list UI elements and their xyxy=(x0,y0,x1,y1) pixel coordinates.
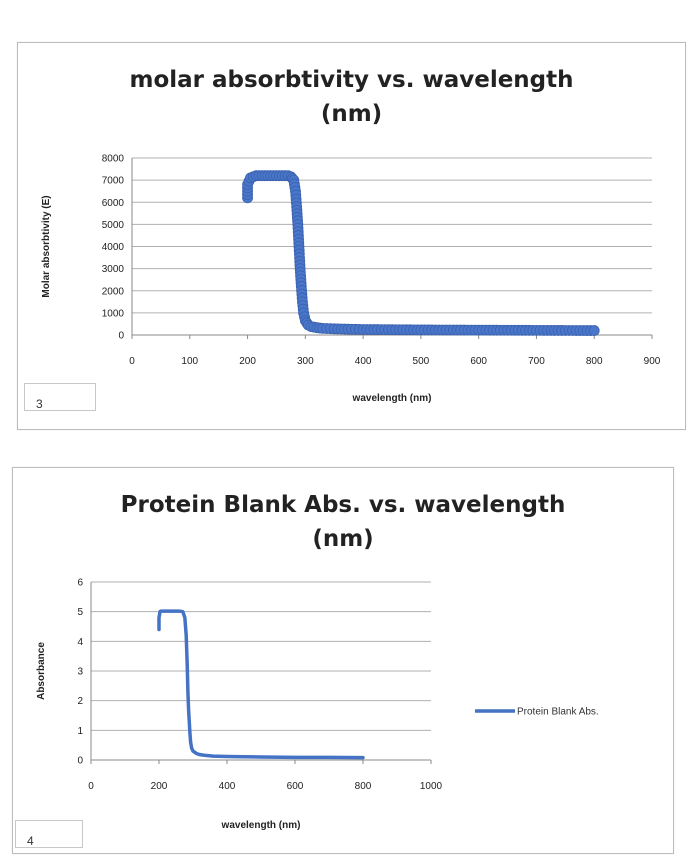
x-tick-label: 500 xyxy=(413,356,430,367)
x-tick-label: 1000 xyxy=(420,781,443,792)
legend-label: Protein Blank Abs. xyxy=(517,707,599,718)
x-tick-label: 600 xyxy=(287,781,304,792)
x-tick-label: 400 xyxy=(355,356,372,367)
y-tick-label: 0 xyxy=(118,331,124,342)
y-tick-label: 3000 xyxy=(102,264,125,275)
chart-title-2: Protein Blank Abs. vs. wavelength (nm) xyxy=(13,488,673,556)
x-tick-label: 900 xyxy=(644,356,661,367)
chart-title-1: molar absorbtivity vs. wavelength (nm) xyxy=(18,63,685,131)
x-tick-label: 700 xyxy=(528,356,545,367)
data-point xyxy=(588,325,600,336)
x-tick-label: 600 xyxy=(470,356,487,367)
chart-title-1-line-1: molar absorbtivity vs. wavelength xyxy=(129,67,574,93)
x-axis-label: wavelength (nm) xyxy=(221,820,301,831)
y-tick-label: 2000 xyxy=(102,286,125,297)
chart-1-plot: 0 1000 2000 3000 4000 5000 6000 7000 8000 0 100 200… xyxy=(41,154,661,405)
x-tick-label: 0 xyxy=(129,356,135,367)
chart-1-number-box: 3 xyxy=(24,383,96,411)
y-axis-label: Absorbance xyxy=(36,642,47,700)
y-tick-label: 4 xyxy=(77,637,83,648)
y-tick-label: 6 xyxy=(77,578,83,589)
y-axis-label: Molar absorbtivity (E) xyxy=(41,195,52,297)
y-tick-label: 8000 xyxy=(102,154,125,165)
x-tick-label: 200 xyxy=(151,781,168,792)
y-tick-label: 6000 xyxy=(102,198,125,209)
x-tick-label: 800 xyxy=(586,356,603,367)
series-line xyxy=(157,609,365,760)
y-tick-label: 1 xyxy=(77,726,83,737)
x-tick-label: 400 xyxy=(219,781,236,792)
y-tick-label: 4000 xyxy=(102,242,125,253)
chart-2-plot: 0 1 2 3 4 5 6 0 200 400 600 800 1000 wavelength (nm) A… xyxy=(36,578,599,832)
y-tick-label: 2 xyxy=(77,696,83,707)
x-tick-label: 0 xyxy=(88,781,94,792)
y-tick-label: 1000 xyxy=(102,308,125,319)
y-tick-label: 7000 xyxy=(102,176,125,187)
y-tick-label: 5 xyxy=(77,607,83,618)
x-tick-label: 100 xyxy=(181,356,198,367)
y-tick-label: 5000 xyxy=(102,220,125,231)
chart-panel-1: molar absorbtivity vs. wavelength (nm) 0… xyxy=(17,42,686,430)
chart-title-1-line-2: (nm) xyxy=(320,101,383,127)
chart-title-2-line-1: Protein Blank Abs. vs. wavelength xyxy=(120,492,566,518)
y-tick-label: 0 xyxy=(77,756,83,767)
x-tick-label: 800 xyxy=(355,781,372,792)
chart-2-number-box: 4 xyxy=(15,820,83,848)
chart-panel-2: Protein Blank Abs. vs. wavelength (nm) 0… xyxy=(12,467,674,854)
x-tick-label: 200 xyxy=(239,356,256,367)
chart-title-2-line-2: (nm) xyxy=(312,526,374,552)
x-tick-label: 300 xyxy=(297,356,314,367)
x-axis-label: wavelength (nm) xyxy=(352,393,432,404)
y-tick-label: 3 xyxy=(77,667,83,678)
